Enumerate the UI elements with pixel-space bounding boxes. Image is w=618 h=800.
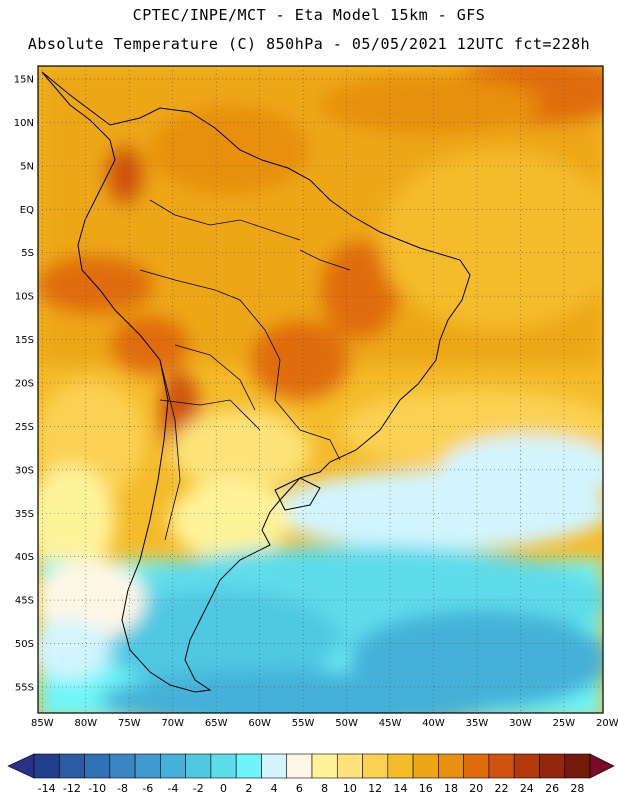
colorbar-tick-label: 26: [545, 782, 559, 795]
longitude-label: 25W: [553, 718, 576, 729]
colorbar-swatch: [463, 753, 490, 779]
colorbar-swatch: [33, 753, 60, 779]
colorbar-tick-label: -12: [63, 782, 81, 795]
colorbar-swatch: [84, 753, 111, 779]
colorbar-tick-label: 16: [419, 782, 433, 795]
colorbar-swatch: [311, 753, 338, 779]
latitude-label: 55S: [15, 682, 34, 693]
colorbar-tick-label: 12: [368, 782, 382, 795]
colorbar-tick-label: 24: [520, 782, 534, 795]
colorbar-tick-label: -10: [88, 782, 106, 795]
longitude-label: 20W: [596, 718, 618, 729]
colorbar-swatch: [134, 753, 161, 779]
longitude-label: 60W: [248, 718, 271, 729]
colorbar-tick-label: 6: [296, 782, 303, 795]
colorbar-tick-label: 8: [321, 782, 328, 795]
longitude-label: 50W: [335, 718, 358, 729]
colorbar-swatch: [387, 753, 414, 779]
colorbar-swatch: [58, 753, 85, 779]
colorbar-swatch: [185, 753, 212, 779]
colorbar-tick-label: 14: [393, 782, 407, 795]
colorbar-under-arrow: [7, 753, 35, 779]
longitude-label: 40W: [422, 718, 445, 729]
latitude-label: 50S: [15, 639, 34, 650]
colorbar-tick-label: 0: [220, 782, 227, 795]
colorbar-tick-label: 28: [570, 782, 584, 795]
colorbar-swatch: [362, 753, 389, 779]
colorbar-swatch: [539, 753, 566, 779]
colorbar-swatch: [412, 753, 439, 779]
map-frame: [37, 65, 604, 714]
longitude-label: 30W: [509, 718, 532, 729]
latitude-label: 30S: [15, 465, 34, 476]
colorbar-tick-label: -6: [142, 782, 153, 795]
longitude-labels: 85W 80W 75W 70W 65W 60W 55W 50W 45W 40W 35W 30W 25W 2…: [31, 718, 618, 729]
latitude-label: 15N: [14, 75, 34, 86]
longitude-label: 85W: [31, 718, 54, 729]
colorbar-swatch: [235, 753, 262, 779]
colorbar-swatch: [513, 753, 540, 779]
colorbar-tick-label: -2: [193, 782, 204, 795]
latitude-label: 10N: [14, 118, 34, 129]
colorbar-swatch: [261, 753, 288, 779]
latitude-label: 15S: [15, 335, 34, 346]
latitude-label: 20S: [15, 378, 34, 389]
colorbar-swatch: [160, 753, 186, 779]
map-title-line2: Absolute Temperature (C) 850hPa - 05/05/…: [27, 35, 591, 53]
coastlines: [41, 71, 471, 693]
colorbar-swatch: [336, 753, 363, 779]
longitude-label: 70W: [161, 718, 184, 729]
latitude-labels: 15N 10N 5N EQ 5S 10S 15S 20S 25S 30S 35S 40S 45S 50S 5…: [14, 75, 34, 694]
colorbar-tick-label: 4: [271, 782, 278, 795]
colorbar-swatch: [488, 753, 515, 779]
colorbar-swatch: [109, 753, 136, 779]
latitude-label: EQ: [20, 205, 34, 216]
temperature-field: [38, 66, 603, 713]
longitude-label: 75W: [118, 718, 141, 729]
longitude-label: 55W: [292, 718, 315, 729]
colorbar-tick-label: 22: [495, 782, 509, 795]
latitude-label: 5S: [21, 248, 34, 259]
latitude-label: 25S: [15, 422, 34, 433]
latitude-label: 40S: [15, 552, 34, 563]
colorbar-tick-label: -4: [168, 782, 179, 795]
longitude-label: 80W: [74, 718, 97, 729]
colorbar-swatch: [564, 753, 591, 779]
colorbar-swatch: [438, 753, 464, 779]
latitude-label: 35S: [15, 509, 34, 520]
colorbar: -14 -12 -10 -8 -6 -4 -2 0 2 4 6 8 10 12 14 16 18 20 22 24 26…: [7, 753, 615, 795]
colorbar-tick-label: -14: [38, 782, 56, 795]
colorbar-tick-label: 18: [444, 782, 458, 795]
colorbar-over-arrow: [589, 753, 615, 779]
colorbar-tick-label: 20: [469, 782, 483, 795]
map-title-line1: CPTEC/INPE/MCT - Eta Model 15km - GFS: [132, 6, 486, 24]
colorbar-tick-label: 10: [343, 782, 357, 795]
longitude-label: 35W: [466, 718, 489, 729]
longitude-label: 65W: [205, 718, 228, 729]
colorbar-tick-label: 2: [245, 782, 252, 795]
latitude-label: 10S: [15, 292, 34, 303]
longitude-label: 45W: [379, 718, 402, 729]
colorbar-swatch: [210, 753, 237, 779]
colorbar-swatch: [286, 753, 313, 779]
colorbar-tick-label: -8: [117, 782, 128, 795]
latitude-label: 5N: [20, 161, 34, 172]
latitude-label: 45S: [15, 596, 34, 607]
